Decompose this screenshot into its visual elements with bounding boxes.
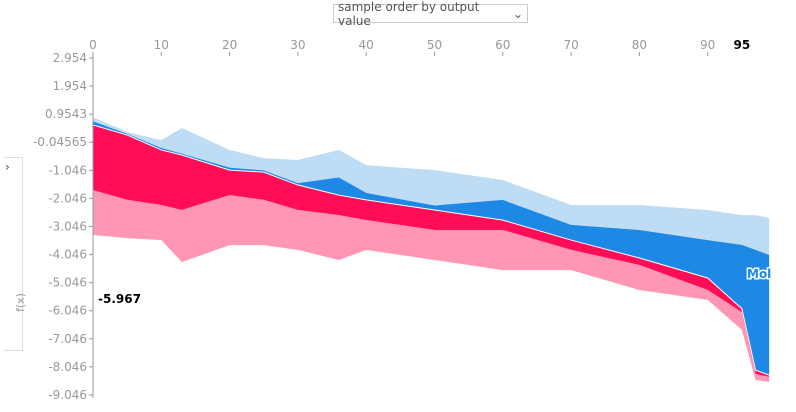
y-tick-label: -7.046 [48,332,87,346]
positive-major-band [93,124,770,377]
y-tick-label: -3.046 [48,219,87,233]
x-tick-label: 0 [89,38,97,52]
output-line [92,124,770,376]
x-tick-label: 80 [632,38,647,52]
y-axis-panel[interactable] [4,157,23,351]
x-tick-label: 70 [563,38,578,52]
expand-chevron-icon[interactable]: › [5,160,10,174]
feature-label: Mol [747,267,771,281]
x-tick-label: 50 [427,38,442,52]
x-tick-label: 60 [495,38,510,52]
order-select-value: sample order by output value [338,0,480,28]
y-tick-label: -6.046 [48,304,87,318]
fx-value-label: -5.967 [98,292,141,306]
y-tick-label: -9.046 [48,388,87,402]
y-tick-label: -8.046 [48,360,87,374]
x-tick-label: 20 [222,38,237,52]
y-tick-label: 2.954 [53,51,87,65]
x-tick-label: 10 [154,38,169,52]
y-tick-label: -1.046 [48,163,87,177]
negative-major-band [93,121,770,376]
order-select[interactable]: sample order by output value ⌄ [333,0,528,28]
y-tick-label: -2.046 [48,191,87,205]
x-tick-label: 30 [290,38,305,52]
y-tick-label: -4.046 [48,248,87,262]
y-tick-label: -0.04565 [33,135,87,149]
right-mask [771,0,796,412]
y-tick-label: 1.954 [53,79,87,93]
positive-minor-band [93,190,770,382]
x-tick-label: 40 [359,38,374,52]
negative-minor-band [93,117,770,255]
y-tick-label: -5.046 [48,276,87,290]
chevron-down-icon: ⌄ [512,6,523,21]
x-highlight-label: 95 [733,38,750,52]
y-tick-label: 0.9543 [45,107,87,121]
x-tick-label: 90 [700,38,715,52]
